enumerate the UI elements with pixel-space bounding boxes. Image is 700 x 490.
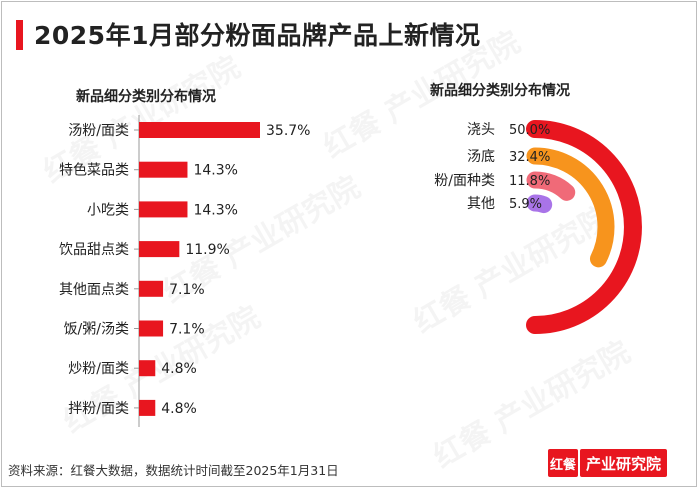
bar-value-label: 4.8%: [161, 361, 197, 377]
brand-logo: 红餐 产业研究院: [548, 449, 668, 477]
radial-value-label: 11.8%: [509, 174, 550, 189]
bar: [139, 161, 188, 178]
bar-category-label: 炒粉/面类: [68, 361, 129, 377]
bar: [139, 280, 164, 297]
page-title: 2025年1月部分粉面品牌产品上新情况: [34, 21, 481, 50]
radial-bar: [526, 171, 576, 201]
bar-category-label: 其他面点类: [59, 282, 129, 298]
radial-bar: [526, 194, 553, 214]
bar: [139, 122, 260, 138]
bar-category-label: 特色菜品类: [59, 162, 129, 179]
radial-value-label: 32.4%: [509, 150, 550, 165]
title-accent-bar: [16, 20, 23, 50]
bar-value-label: 4.8%: [161, 401, 197, 417]
radial-value-label: 5.9%: [509, 197, 542, 212]
radial-bar: [526, 120, 642, 334]
radial-category-label: 浇头: [467, 122, 495, 138]
bar-category-label: 饮品甜点类: [59, 242, 129, 258]
bar-category-label: 拌粉/面类: [68, 401, 129, 417]
bar-category-label: 小吃类: [87, 202, 129, 218]
radial-value-label: 50.0%: [509, 123, 550, 138]
bar-value-label: 11.9%: [185, 242, 229, 258]
bar-value-label: 7.1%: [169, 322, 205, 338]
bar-category-label: 饭/粥/汤类: [64, 321, 129, 338]
bar-category-label: 汤粉/面类: [68, 123, 129, 139]
logo-text: 产业研究院: [580, 449, 668, 477]
bar: [139, 320, 164, 337]
radial-category-label: 汤底: [467, 149, 495, 165]
source-note: 资料来源：红餐大数据，数据统计时间截至2025年1月31日: [8, 463, 339, 478]
bar-value-label: 14.3%: [193, 202, 237, 218]
logo-mark: 红餐: [548, 449, 578, 477]
bar: [139, 399, 156, 416]
bar: [139, 201, 188, 218]
radial-category-label: 粉/面种类: [434, 173, 495, 189]
bar-chart-title: 新品细分类别分布情况: [76, 89, 216, 105]
radial-category-label: 其他: [467, 196, 495, 212]
radial-chart-title: 新品细分类别分布情况: [430, 83, 570, 99]
radial-bar: [526, 147, 615, 268]
bar-value-label: 7.1%: [169, 282, 205, 298]
bar: [139, 360, 156, 377]
bar: [139, 241, 180, 258]
bar-value-label: 14.3%: [193, 163, 237, 179]
bar-value-label: 35.7%: [266, 123, 310, 139]
